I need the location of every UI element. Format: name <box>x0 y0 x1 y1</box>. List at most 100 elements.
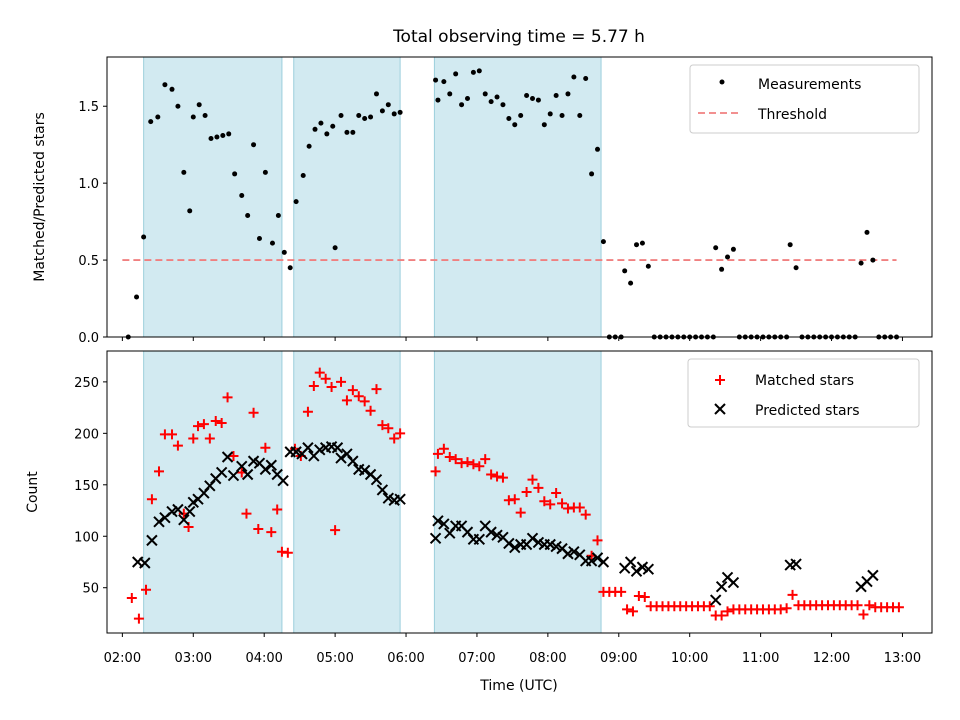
measurement-point <box>256 236 262 242</box>
measurement-point <box>577 112 583 118</box>
predicted-point <box>790 558 802 570</box>
measurement-point <box>196 102 202 108</box>
predicted-point <box>709 594 722 606</box>
matched-point <box>456 458 467 469</box>
predicted-point <box>591 552 604 564</box>
top-x-ticks <box>121 337 903 341</box>
matched-point <box>775 604 786 615</box>
x-tick-label: 13:00 <box>884 651 921 666</box>
matched-point <box>172 440 183 451</box>
matched-point <box>193 421 204 432</box>
matched-point <box>509 494 520 505</box>
matched-point <box>468 459 479 470</box>
shaded-interval <box>143 350 283 634</box>
shaded-interval <box>143 56 283 338</box>
measurement-point <box>251 142 257 148</box>
measurement-point <box>494 94 500 100</box>
matched-point <box>314 367 325 378</box>
measurement-point <box>162 82 168 88</box>
matched-point <box>858 609 869 620</box>
predicted-point <box>503 537 515 550</box>
top-shaded-intervals <box>143 56 602 338</box>
predicted-point <box>376 484 389 496</box>
matched-point <box>383 423 394 434</box>
matched-point <box>395 428 406 439</box>
measurement-point <box>553 92 559 98</box>
measurement-point <box>787 242 793 248</box>
measurement-point <box>379 108 385 114</box>
predicted-point <box>172 503 184 516</box>
predicted-point <box>215 466 228 479</box>
measurement-point <box>725 254 731 260</box>
predicted-point <box>630 565 643 577</box>
bottom-x-ticks: 02:00 03:00 04:00 05:00 06:00 07:00 08:00 09:00… <box>104 633 921 666</box>
measurement-point <box>500 102 506 108</box>
predicted-point <box>277 474 289 487</box>
matched-point <box>557 498 568 509</box>
y-tick-label: 0.5 <box>78 254 99 269</box>
measurement-point <box>155 114 161 120</box>
measurement-point <box>293 199 299 205</box>
legend-measurements-label: Measurements <box>758 77 861 93</box>
measurement-point <box>628 280 634 286</box>
matched-point <box>438 443 449 454</box>
matched-point <box>347 385 358 396</box>
measurement-point <box>464 96 470 102</box>
matched-point <box>260 442 271 453</box>
matched-point <box>253 524 264 535</box>
y-tick-label: 250 <box>74 376 99 391</box>
y-tick-label: 150 <box>74 479 99 494</box>
matched-point <box>486 469 497 480</box>
predicted-point <box>153 516 165 528</box>
measurement-point <box>858 260 864 266</box>
matched-point <box>126 593 137 604</box>
predicted-point <box>184 505 196 518</box>
measurement-point <box>350 129 356 135</box>
shaded-interval <box>433 56 602 338</box>
shaded-interval <box>293 56 401 338</box>
predicted-point <box>585 555 598 567</box>
predicted-point <box>509 541 521 554</box>
measurement-point <box>864 229 870 235</box>
measurement-point <box>214 134 220 140</box>
measurement-point <box>287 265 293 271</box>
x-tick-label: 09:00 <box>600 651 637 666</box>
matched-point <box>704 601 715 612</box>
matched-point <box>527 474 538 485</box>
legend-matched-marker <box>715 375 725 385</box>
matched-point <box>533 482 544 493</box>
measurement-point <box>148 119 154 125</box>
top-legend-box <box>689 64 920 134</box>
measurement-points <box>125 68 900 340</box>
measurement-point <box>397 109 403 115</box>
matched-star-points <box>126 367 904 624</box>
matched-point <box>864 600 875 611</box>
matched-point <box>616 586 627 597</box>
bottom-y-ticks: 50 100 150 200 250 <box>74 376 107 597</box>
predicted-point <box>139 557 151 569</box>
matched-point <box>266 527 277 538</box>
matched-point <box>722 606 733 617</box>
bottom-shaded-intervals <box>143 350 602 634</box>
predicted-point <box>146 534 158 547</box>
measurement-point <box>719 266 725 272</box>
predicted-point <box>178 514 190 526</box>
predicted-point <box>331 442 344 454</box>
predicted-point <box>394 493 406 505</box>
matched-point <box>592 535 603 546</box>
x-tick-label: 10:00 <box>671 651 708 666</box>
predicted-point <box>715 580 728 593</box>
top-title: Total observing time = 5.77 h <box>392 27 645 47</box>
measurement-point <box>488 99 494 105</box>
matched-point <box>580 509 591 520</box>
measurement-point <box>208 136 214 142</box>
matched-point <box>276 546 287 557</box>
bottom-axes-frame <box>106 350 933 634</box>
measurement-point <box>338 112 344 118</box>
measurement-point <box>512 122 518 128</box>
matched-point <box>365 405 376 416</box>
matched-point <box>336 376 347 387</box>
matched-point <box>852 600 863 611</box>
y-tick-label: 1.5 <box>78 100 99 115</box>
